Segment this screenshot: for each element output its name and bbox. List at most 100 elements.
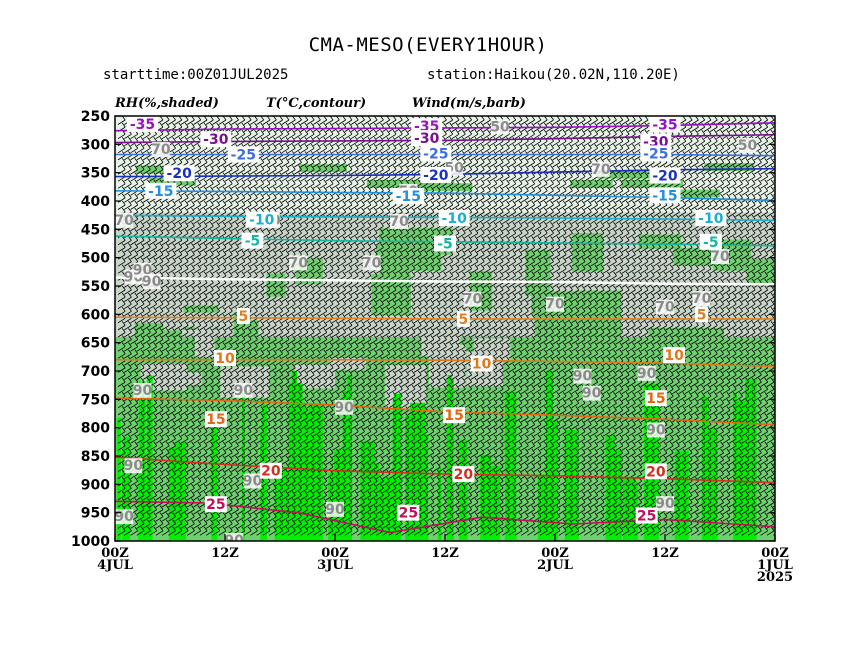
rh-label: 90 [124, 458, 144, 474]
rh-label: 90 [243, 474, 263, 490]
rh-label: 90 [646, 423, 666, 439]
rh-label: 70 [389, 214, 409, 230]
rh-label-bg [656, 496, 674, 512]
rh-label: 70 [545, 297, 565, 313]
plot-area: 5050505070707070707070707070907070909090… [114, 116, 775, 549]
rh-column [342, 390, 350, 541]
rh-streak [135, 165, 171, 174]
isotherm-label-bg [411, 130, 443, 147]
rh-label: 70 [591, 162, 611, 178]
isotherm-label: 10 [664, 348, 684, 364]
isotherm-label: -25 [643, 146, 668, 162]
isotherm-label: -5 [437, 237, 453, 253]
isotherm-label: -15 [148, 184, 173, 200]
rh-column [242, 392, 245, 541]
isotherm-label-bg [241, 232, 264, 249]
rh-label-bg [326, 501, 344, 517]
rh-column [347, 375, 353, 541]
rh-label: 90 [573, 369, 593, 385]
x-tick-label: 12Z [651, 546, 679, 561]
isotherm-label-bg [214, 349, 236, 366]
y-tick-label: 350 [81, 166, 110, 182]
isotherm-label-bg [640, 145, 672, 162]
rh-label: 70 [463, 292, 483, 308]
isotherm-label: 15 [206, 412, 225, 428]
rh-patch [638, 234, 682, 249]
isotherm-label: 10 [472, 357, 492, 373]
y-tick-label: 700 [81, 364, 110, 380]
rh-label-bg [637, 365, 656, 381]
rh-label-bg [591, 161, 610, 177]
isotherm-label-bg [236, 308, 250, 325]
isotherm-label-bg [470, 355, 493, 372]
rh-label-bg [491, 119, 509, 135]
isotherm-label: 10 [215, 351, 235, 367]
isotherm-label-bg [200, 131, 232, 148]
isotherm-label: 25 [637, 509, 656, 525]
rh-label: 90 [334, 400, 354, 416]
wind-barbs [117, 116, 775, 536]
x-tick-label: 00Z [761, 546, 789, 561]
isotherm-line [115, 316, 775, 320]
rh-label: 90 [325, 502, 345, 518]
isotherm-label-bg [246, 211, 278, 228]
rh-label-bg [142, 274, 161, 290]
isotherm-label: 5 [238, 309, 248, 325]
isotherm-label-bg [204, 496, 227, 513]
isotherm-label-bg [452, 466, 475, 483]
y-tick-label: 550 [81, 279, 110, 295]
isotherm-label-bg [434, 235, 456, 252]
legend-wind: Wind(m/s,barb) [412, 96, 526, 111]
rh-label: 90 [224, 533, 244, 549]
isotherm-label: -20 [167, 166, 193, 182]
isotherm-label: -30 [414, 131, 440, 147]
x-tick-label: 4JUL [97, 558, 133, 573]
y-tick-label: 400 [81, 194, 110, 210]
rh-column [123, 436, 131, 541]
rh-column [116, 417, 121, 541]
rh-label: 90 [114, 509, 134, 525]
rh-label-bg [243, 473, 262, 489]
legend-rh: RH(%,shaded) [115, 96, 219, 111]
isotherm-label: -30 [203, 132, 229, 148]
rh-label-bg [225, 533, 244, 541]
rh-column [504, 391, 517, 541]
isotherm-label-bg [259, 462, 282, 479]
rh-streak [299, 164, 348, 173]
rh-column [138, 466, 145, 541]
rh-label: 70 [362, 255, 382, 271]
isotherm-label-bg [649, 187, 681, 204]
rh-label-bg [582, 385, 601, 401]
station-label: station:Haikou(20.02N,110.20E) [427, 67, 680, 83]
isotherm-label: -35 [130, 117, 155, 133]
y-tick-label: 500 [81, 251, 110, 267]
rh-label-bg [133, 262, 152, 278]
wind-barb-field [117, 116, 775, 536]
x-tick-label: 00Z [101, 546, 129, 561]
rh-label: 90 [234, 383, 254, 399]
isotherm-label: -35 [652, 118, 677, 134]
isotherm-label: 20 [454, 467, 474, 483]
rh-label: 90 [637, 366, 657, 382]
rh-label: 90 [655, 496, 675, 512]
isotherm-label-bg [145, 182, 177, 199]
isotherm-label-bg [649, 167, 681, 184]
rh-streak [149, 177, 197, 186]
x-tick-label: 3JUL [317, 558, 353, 573]
rh-label: 70 [655, 300, 675, 316]
rh-label-bg [115, 212, 134, 228]
rh-label-bg [692, 291, 711, 307]
rh-label-bg [289, 255, 308, 271]
rh-label-bg [546, 296, 564, 312]
isotherm-label-bg [438, 210, 470, 226]
rh-label: 70 [151, 142, 171, 158]
isotherm-label-bg [127, 116, 158, 132]
isotherm-label-bg [397, 504, 420, 521]
isotherm-label: -25 [231, 148, 256, 164]
isotherm-label: 20 [261, 464, 281, 480]
rh-column [421, 434, 429, 541]
rh-label-bg [151, 142, 170, 157]
isotherm-label-bg [456, 310, 470, 327]
isotherm-label-bg [663, 347, 686, 364]
